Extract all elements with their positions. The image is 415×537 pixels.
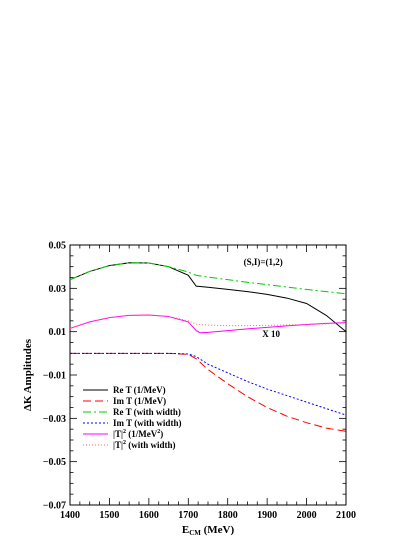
x-tick-label: 1700 [178, 510, 198, 521]
x-axis-label: ECM (MeV) [182, 524, 235, 537]
y-tick-label: −0.05 [43, 457, 66, 468]
annotation-2: X 10 [262, 329, 280, 339]
x-axis-label-main: E [182, 524, 189, 536]
x-tick-label: 1900 [257, 510, 277, 521]
annotations: (S,I)=(1,2) X 10 [244, 257, 283, 339]
series-layer [69, 262, 347, 432]
series-line-1 [69, 262, 347, 333]
x-tick-label: 1600 [139, 510, 159, 521]
legend-label-4: Im T (with width) [113, 418, 181, 428]
legend-label-3: Re T (with width) [113, 407, 181, 417]
legend: Re T (1/MeV)Im T (1/MeV)Re T (with width… [83, 385, 181, 450]
series-line-4 [70, 352, 347, 416]
y-axis-label: ΔK Amplitudes [22, 338, 34, 411]
axis-ticks: 1400 1500 1600 1700 1800 1900 2000 2100 −0.07 −0.… [43, 241, 356, 522]
legend-label-2: Im T (1/MeV) [113, 396, 166, 406]
y-tick-label: 0.03 [49, 284, 67, 295]
series-line-6 [69, 314, 347, 329]
legend-label-1: Re T (1/MeV) [113, 385, 166, 395]
x-tick-label: 1400 [60, 510, 80, 521]
legend-label-5: |T|2 (1/MeV2) [113, 429, 163, 439]
y-tick-label: 0.05 [49, 241, 67, 252]
y-tick-label: −0.03 [43, 414, 66, 425]
x-axis-label-sub: CM [189, 529, 201, 537]
y-tick-label: −0.07 [43, 501, 66, 512]
x-tick-label: 2100 [336, 510, 356, 521]
plot-frame [69, 244, 347, 506]
x-tick-label: 1500 [99, 510, 119, 521]
x-tick-label: 2000 [297, 510, 317, 521]
x-tick-label: 1800 [218, 510, 238, 521]
annotation-1: (S,I)=(1,2) [244, 257, 283, 267]
legend-label-6: |T|2 (with width) [113, 440, 175, 450]
series-line-3 [69, 262, 347, 295]
y-tick-label: −0.01 [43, 371, 66, 382]
x-axis-label-unit: (MeV) [201, 524, 235, 536]
y-tick-label: 0.01 [49, 327, 67, 338]
plot-border [69, 244, 347, 506]
series-line-2 [70, 352, 347, 432]
